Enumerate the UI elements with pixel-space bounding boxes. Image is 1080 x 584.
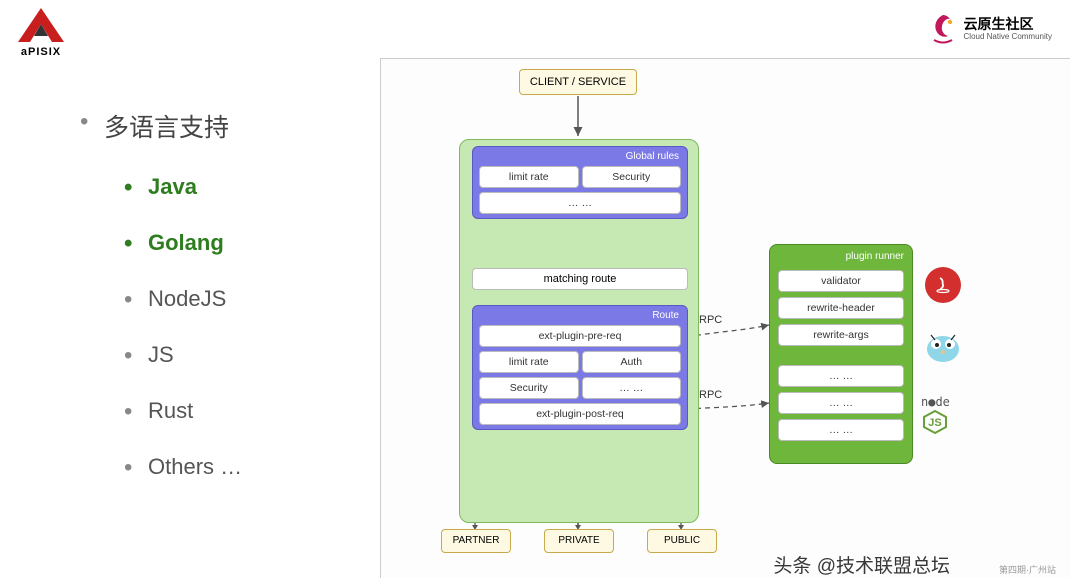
apisix-logo: aPISIX [10, 6, 72, 58]
runner-more-3: … … [778, 419, 904, 441]
rpc-label-2: RPC [699, 389, 722, 401]
community-title: 云原生社区 [964, 17, 1052, 32]
route-limit: limit rate [479, 351, 579, 373]
global-cell-limit: limit rate [479, 166, 579, 188]
java-icon [925, 267, 961, 303]
go-icon [921, 327, 965, 367]
list-title: 多语言支持 [80, 108, 242, 144]
plugin-runner-box: plugin runner validator rewrite-header r… [769, 244, 913, 464]
footer-note: 第四期·广州站 [999, 563, 1056, 576]
list-item-others: Others … [124, 454, 242, 480]
list-item-rust: Rust [124, 398, 242, 424]
language-list: 多语言支持 Java Golang NodeJS JS Rust Others … [80, 108, 242, 510]
svg-text:JS: JS [929, 417, 942, 429]
route-post: ext-plugin-post-req [479, 403, 681, 425]
dest-private: PRIVATE [544, 529, 614, 553]
global-rules-box: Global rules limit rate Security … … [472, 146, 688, 219]
global-rules-header: Global rules [473, 151, 687, 166]
client-node: CLIENT / SERVICE [519, 69, 637, 95]
list-item-golang: Golang [124, 230, 242, 256]
runner-rewrite-args: rewrite-args [778, 324, 904, 346]
route-auth: Auth [582, 351, 682, 373]
dest-partner: PARTNER [441, 529, 511, 553]
global-cell-more: … … [479, 192, 681, 214]
route-pre: ext-plugin-pre-req [479, 325, 681, 347]
node-icon: n●de JS [921, 395, 950, 440]
list-item-js: JS [124, 342, 242, 368]
architecture-diagram: CLIENT / SERVICE Global rules limit rate… [380, 58, 1070, 578]
list-item-nodejs: NodeJS [124, 286, 242, 312]
list-item-java: Java [124, 174, 242, 200]
watermark-text: 头条 @技术联盟总坛 [773, 551, 950, 578]
rpc-label-1: RPC [699, 314, 722, 326]
route-box: Route ext-plugin-pre-req limit rate Auth… [472, 305, 688, 430]
global-cell-security: Security [582, 166, 682, 188]
community-logo: 云原生社区 Cloud Native Community [928, 12, 1052, 46]
runner-validator: validator [778, 270, 904, 292]
apisix-logo-text: aPISIX [10, 46, 72, 58]
gateway-container: Global rules limit rate Security … … mat… [459, 139, 699, 523]
matching-route-box: matching route [472, 268, 688, 290]
route-header: Route [473, 310, 687, 325]
runner-more-1: … … [778, 365, 904, 387]
route-security: Security [479, 377, 579, 399]
community-subtitle: Cloud Native Community [964, 32, 1052, 41]
route-more: … … [582, 377, 682, 399]
plugin-runner-header: plugin runner [770, 245, 912, 270]
runner-rewrite-header: rewrite-header [778, 297, 904, 319]
runner-more-2: … … [778, 392, 904, 414]
dest-public: PUBLIC [647, 529, 717, 553]
